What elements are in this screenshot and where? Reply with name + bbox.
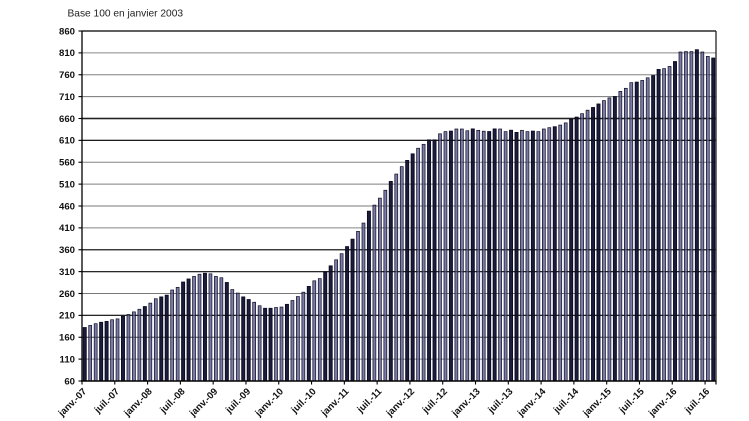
- svg-text:660: 660: [59, 114, 75, 125]
- svg-text:juil.-08: juil.-08: [158, 386, 188, 416]
- svg-text:260: 260: [59, 289, 75, 300]
- svg-text:juil.-09: juil.-09: [223, 386, 253, 416]
- svg-text:janv.-09: janv.-09: [187, 386, 220, 419]
- svg-text:janv.-16: janv.-16: [646, 386, 679, 419]
- svg-text:360: 360: [59, 245, 75, 256]
- svg-text:janv.-11: janv.-11: [319, 386, 352, 419]
- svg-text:janv.-15: janv.-15: [581, 386, 615, 420]
- svg-text:860: 860: [59, 26, 75, 37]
- svg-text:460: 460: [59, 201, 75, 212]
- svg-text:610: 610: [59, 136, 75, 147]
- svg-text:710: 710: [59, 92, 75, 103]
- svg-text:janv.-12: janv.-12: [384, 386, 417, 419]
- svg-text:janv.-07: janv.-07: [56, 386, 89, 419]
- svg-text:janv.-13: janv.-13: [449, 386, 482, 419]
- svg-text:janv.-08: janv.-08: [121, 386, 155, 420]
- svg-text:juil.-07: juil.-07: [92, 386, 122, 416]
- svg-text:410: 410: [59, 223, 75, 234]
- svg-text:juil.-16: juil.-16: [682, 386, 712, 416]
- svg-text:janv.-14: janv.-14: [515, 386, 549, 420]
- svg-text:210: 210: [59, 311, 75, 322]
- svg-text:760: 760: [59, 70, 75, 81]
- svg-text:janv.-10: janv.-10: [253, 386, 286, 419]
- svg-text:60: 60: [64, 376, 75, 387]
- svg-text:560: 560: [59, 158, 75, 169]
- svg-text:juil.-11: juil.-11: [355, 386, 385, 416]
- svg-text:Base 100 en janvier 2003: Base 100 en janvier 2003: [68, 9, 184, 20]
- svg-text:juil.-14: juil.-14: [551, 386, 581, 416]
- svg-text:160: 160: [59, 333, 75, 344]
- svg-text:juil.-10: juil.-10: [289, 386, 319, 416]
- svg-text:juil.-15: juil.-15: [617, 386, 647, 416]
- svg-text:110: 110: [60, 354, 75, 365]
- svg-text:810: 810: [59, 48, 75, 59]
- svg-text:310: 310: [59, 267, 75, 278]
- svg-text:juil.-13: juil.-13: [485, 386, 515, 416]
- svg-text:510: 510: [59, 179, 75, 190]
- svg-text:juil.-12: juil.-12: [420, 386, 450, 416]
